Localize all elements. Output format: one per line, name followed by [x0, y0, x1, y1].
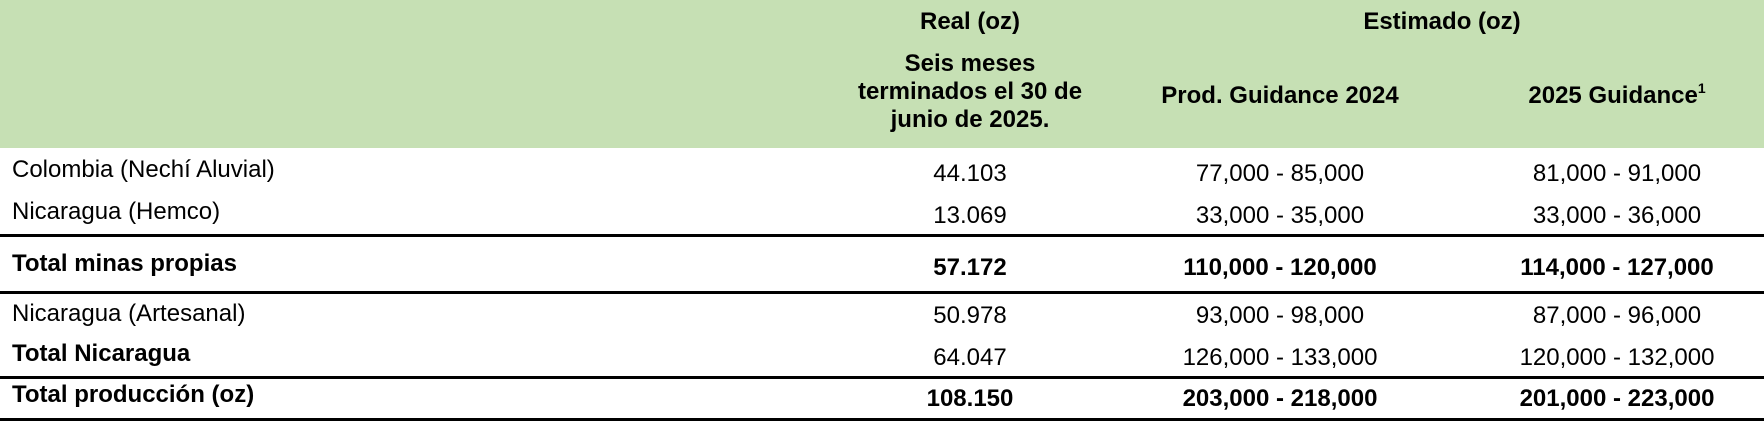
- table-header: [0, 0, 1764, 148]
- row-g2025-artesanal: 87,000 - 96,000: [1532, 302, 1702, 329]
- row-g2025-colombia: 81,000 - 91,000: [1532, 160, 1702, 187]
- row-g2024-total-minas: 110,000 - 120,000: [1183, 254, 1377, 281]
- row-label-artesanal: Nicaragua (Artesanal): [12, 300, 246, 327]
- footnote-marker: 1: [1697, 80, 1706, 96]
- row-g2024-colombia: 77,000 - 85,000: [1195, 160, 1365, 187]
- row-real-colombia: 44.103: [933, 160, 1007, 187]
- table-rule: [0, 234, 1764, 237]
- row-g2024-hemco: 33,000 - 35,000: [1195, 202, 1365, 229]
- row-real-artesanal: 50.978: [933, 302, 1007, 329]
- row-label-total-minas: Total minas propias: [12, 250, 237, 277]
- row-label-total-produccion: Total producción (oz): [12, 381, 255, 408]
- header-group-estimado: Estimado (oz): [1363, 8, 1521, 35]
- row-real-total-produccion: 108.150: [926, 385, 1014, 412]
- table-rule: [0, 418, 1764, 421]
- row-g2025-total-minas: 114,000 - 127,000: [1520, 254, 1714, 281]
- row-g2024-artesanal: 93,000 - 98,000: [1195, 302, 1365, 329]
- row-label-total-nicaragua: Total Nicaragua: [12, 340, 191, 367]
- header-col-guidance-2024: Prod. Guidance 2024: [1161, 82, 1399, 109]
- header-col-guidance-2025: 2025 Guidance1: [1470, 80, 1764, 110]
- table-rule: [0, 376, 1764, 379]
- row-real-total-nicaragua: 64.047: [933, 344, 1007, 371]
- row-label-colombia: Colombia (Nechí Aluvial): [12, 156, 275, 183]
- row-g2025-hemco: 33,000 - 36,000: [1532, 202, 1702, 229]
- row-real-hemco: 13.069: [933, 202, 1007, 229]
- row-g2024-total-nicaragua: 126,000 - 133,000: [1182, 344, 1378, 371]
- row-g2025-total-produccion: 201,000 - 223,000: [1519, 385, 1715, 412]
- table-rule: [0, 291, 1764, 294]
- row-real-total-minas: 57.172: [933, 254, 1007, 281]
- row-g2025-total-nicaragua: 120,000 - 132,000: [1519, 344, 1715, 371]
- row-g2024-total-produccion: 203,000 - 218,000: [1182, 385, 1378, 412]
- header-col-guidance-2025-label: 2025 Guidance: [1528, 82, 1698, 109]
- header-col-real: Seis meses terminados el 30 de junio de …: [857, 50, 1083, 133]
- header-group-real: Real (oz): [919, 8, 1020, 35]
- row-label-hemco: Nicaragua (Hemco): [12, 198, 221, 225]
